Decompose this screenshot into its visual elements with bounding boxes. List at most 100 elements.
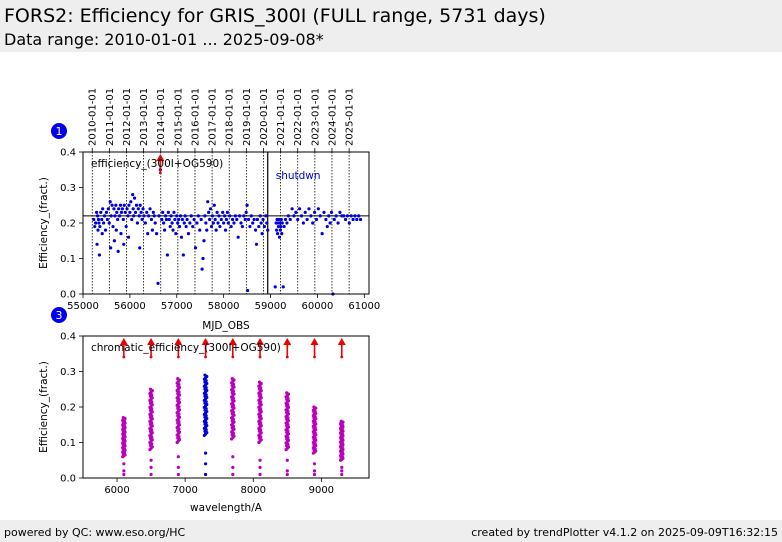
header-bar: FORS2: Efficiency for GRIS_300I (FULL ra… bbox=[0, 0, 782, 52]
data-point-191 bbox=[279, 224, 283, 229]
data-point-61 bbox=[137, 214, 141, 218]
data-point-78 bbox=[155, 232, 159, 236]
year-marker-label-13: 2023-01-01 bbox=[310, 88, 321, 146]
data-point-194 bbox=[280, 221, 284, 225]
data-point-64 bbox=[139, 210, 143, 214]
data-point-139 bbox=[218, 224, 222, 229]
data-point-46 bbox=[125, 207, 129, 211]
data-point-121 bbox=[201, 256, 205, 261]
data-point-235 bbox=[351, 217, 355, 222]
data-point-182 bbox=[275, 228, 279, 232]
data-point-16 bbox=[102, 214, 107, 218]
data-point-69 bbox=[145, 210, 149, 214]
data-point-197 bbox=[283, 217, 288, 222]
data-point-36 bbox=[117, 214, 122, 218]
data-point-55 bbox=[132, 214, 136, 218]
panel1-xtick-label-3: 58000 bbox=[208, 301, 240, 312]
column-1-point-43 bbox=[148, 387, 153, 391]
data-point-205 bbox=[298, 207, 302, 211]
column-0-outlier-1 bbox=[122, 469, 126, 473]
data-point-41 bbox=[121, 217, 125, 222]
data-point-1 bbox=[93, 224, 97, 229]
year-marker-label-12: 2022-01-01 bbox=[293, 88, 304, 146]
data-point-173 bbox=[259, 221, 263, 225]
data-point-48 bbox=[126, 235, 131, 239]
data-point-40 bbox=[120, 207, 124, 211]
data-point-91 bbox=[168, 224, 172, 229]
panel2-annotation: chromatic_efficiency_(300I+OG590) bbox=[91, 342, 281, 354]
year-marker-label-10: 2020-01-01 bbox=[259, 88, 270, 146]
data-point-198 bbox=[285, 221, 289, 225]
column-8-outlier-1 bbox=[340, 469, 344, 473]
data-point-152 bbox=[233, 214, 237, 218]
data-point-111 bbox=[188, 221, 192, 225]
upper-arrow-7-head bbox=[310, 338, 319, 345]
panel2-xlabel: wavelength/A bbox=[190, 502, 263, 514]
data-point-100 bbox=[177, 217, 181, 222]
data-point-89 bbox=[166, 210, 170, 214]
data-point-193 bbox=[280, 232, 284, 236]
data-point-4 bbox=[95, 242, 99, 246]
data-point-227 bbox=[336, 221, 340, 225]
year-marker-label-15: 2025-01-01 bbox=[345, 88, 356, 146]
data-point-221 bbox=[327, 214, 331, 218]
data-point-17 bbox=[103, 228, 108, 232]
data-point-148 bbox=[228, 214, 232, 218]
data-point-82 bbox=[160, 217, 164, 222]
column-4-outlier-2 bbox=[231, 455, 235, 459]
upper-arrow-6-head bbox=[283, 338, 292, 345]
data-point-67 bbox=[142, 214, 146, 218]
upper-arrow-3 bbox=[201, 338, 210, 359]
data-point-25 bbox=[110, 203, 114, 207]
data-point-127 bbox=[207, 210, 211, 214]
data-point-8 bbox=[97, 221, 101, 225]
data-point-208 bbox=[303, 210, 307, 214]
data-point-212 bbox=[311, 221, 315, 225]
panel1-xtick-label-0: 55000 bbox=[67, 301, 99, 312]
data-point-126 bbox=[206, 200, 210, 204]
data-point-150 bbox=[230, 217, 235, 222]
data-point-71 bbox=[147, 214, 151, 218]
data-point-75 bbox=[151, 210, 155, 214]
column-4-outlier-0 bbox=[231, 472, 235, 477]
data-point-42 bbox=[122, 242, 126, 246]
data-point-188 bbox=[277, 235, 282, 239]
data-point-189 bbox=[278, 221, 282, 225]
footer-powered-by: powered by QC: www.eso.org/HC bbox=[4, 526, 186, 539]
data-point-186 bbox=[276, 224, 281, 229]
data-point-195 bbox=[281, 285, 285, 289]
data-point-159 bbox=[243, 217, 247, 222]
outlier-arrow-base bbox=[158, 171, 162, 175]
data-point-18 bbox=[104, 210, 109, 214]
upper-arrow-8-head bbox=[337, 338, 346, 345]
data-point-5 bbox=[95, 214, 100, 218]
data-point-92 bbox=[169, 214, 173, 218]
data-point-104 bbox=[180, 217, 184, 222]
panel1-ytick-label-4: 0.4 bbox=[60, 148, 76, 159]
upper-arrow-1-base bbox=[149, 355, 153, 359]
panel1-xtick-label-1: 56000 bbox=[114, 301, 146, 312]
data-point-10 bbox=[98, 224, 102, 229]
data-point-134 bbox=[213, 217, 217, 222]
data-point-142 bbox=[222, 221, 226, 225]
column-6-outlier-1 bbox=[285, 469, 289, 473]
column-1-outlier-0 bbox=[149, 472, 153, 477]
data-point-210 bbox=[307, 207, 311, 211]
panel1-ytick-label-2: 0.2 bbox=[60, 219, 76, 230]
data-point-49 bbox=[127, 203, 131, 207]
data-point-184 bbox=[275, 232, 280, 236]
data-point-128 bbox=[207, 217, 212, 222]
panel2-badge-label: 3 bbox=[56, 309, 63, 322]
data-point-56 bbox=[132, 196, 137, 200]
upper-arrow-0-head bbox=[119, 338, 128, 345]
panel1-badge-label: 1 bbox=[56, 125, 63, 138]
upper-arrow-5-base bbox=[258, 355, 262, 359]
data-point-96 bbox=[173, 217, 177, 222]
data-point-233 bbox=[347, 221, 351, 225]
data-point-115 bbox=[193, 246, 198, 250]
data-point-110 bbox=[186, 232, 191, 236]
data-point-130 bbox=[209, 224, 214, 229]
data-point-129 bbox=[208, 207, 213, 211]
data-point-218 bbox=[322, 210, 326, 214]
data-point-11 bbox=[99, 210, 103, 214]
